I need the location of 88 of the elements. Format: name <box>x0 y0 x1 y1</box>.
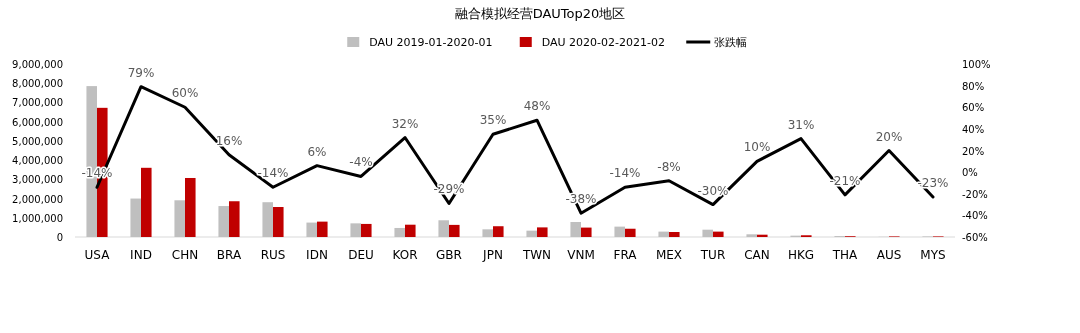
bar <box>394 227 405 237</box>
bar <box>614 226 625 237</box>
bar <box>658 231 669 237</box>
x-tick-label: FRA <box>613 248 638 262</box>
y-tick-label: 7,000,000 <box>12 97 63 109</box>
data-label: 16% <box>215 133 243 148</box>
data-label: -14% <box>609 166 641 181</box>
bar <box>669 232 680 237</box>
data-label: 32% <box>391 116 419 131</box>
data-label: 31% <box>787 117 815 132</box>
y2-tick-label: -40% <box>962 210 988 222</box>
x-tick-label: VNM <box>567 248 595 262</box>
y-tick-label: 3,000,000 <box>12 174 63 186</box>
x-tick-label: CAN <box>744 248 770 262</box>
y2-tick-label: 60% <box>962 102 985 114</box>
y-tick-label: 2,000,000 <box>12 193 63 205</box>
y2-tick-label: -60% <box>962 232 988 243</box>
bar <box>185 177 196 237</box>
bar <box>317 221 328 237</box>
bar <box>262 202 273 237</box>
bar <box>449 224 460 237</box>
bar <box>537 227 548 237</box>
bar <box>713 231 724 237</box>
bar <box>625 228 636 237</box>
y-tick-label: 9,000,000 <box>12 59 63 70</box>
bar <box>350 223 361 237</box>
x-tick-label: IND <box>130 248 152 262</box>
x-tick-label: HKG <box>787 248 815 262</box>
bar <box>438 220 449 237</box>
y-tick-label: 8,000,000 <box>12 78 63 90</box>
data-label: 6% <box>307 144 327 159</box>
bar <box>702 229 713 237</box>
bar <box>306 222 317 237</box>
x-tick-label: KOR <box>392 248 418 262</box>
y-tick-label: 0 <box>56 232 63 243</box>
legend-label: DAU 2019-01-2020-01 <box>369 36 493 49</box>
legend-label: 张跌幅 <box>714 36 748 49</box>
bar <box>526 230 537 237</box>
y2-tick-label: -20% <box>962 188 988 200</box>
bar <box>482 229 493 237</box>
x-tick-label: MYS <box>920 248 946 262</box>
data-label: 60% <box>171 86 199 101</box>
y-tick-label: 5,000,000 <box>12 135 63 147</box>
bar <box>130 198 141 237</box>
y-tick-label: 1,000,000 <box>12 212 63 224</box>
data-label: 10% <box>743 140 771 155</box>
bar <box>273 207 284 237</box>
x-tick-label: CHN <box>171 248 199 262</box>
chart-title: 融合模拟经营DAUTop20地区 <box>454 6 626 21</box>
data-label: 35% <box>479 113 507 128</box>
x-tick-label: BRA <box>216 248 242 262</box>
data-label: 20% <box>875 129 903 144</box>
y2-tick-label: 40% <box>962 123 985 135</box>
x-tick-label: TWN <box>521 248 552 262</box>
bar <box>570 222 581 237</box>
x-tick-label: AUS <box>876 248 902 262</box>
y2-tick-label: 20% <box>962 145 985 157</box>
data-label: -8% <box>657 159 681 174</box>
bar <box>141 167 152 237</box>
bar <box>361 223 372 237</box>
bar <box>757 234 768 237</box>
data-label: -14% <box>257 166 289 181</box>
x-tick-label: MEX <box>655 248 683 262</box>
x-tick-label: THA <box>831 248 859 262</box>
x-tick-label: RUS <box>260 248 286 262</box>
x-tick-label: DEU <box>348 248 374 262</box>
y2-tick-label: 80% <box>962 80 985 92</box>
data-label: -14% <box>81 166 113 181</box>
y2-tick-label: 0% <box>962 167 978 179</box>
data-label: -4% <box>349 155 373 170</box>
x-tick-label: USA <box>84 248 111 262</box>
bar <box>405 224 416 237</box>
y-tick-label: 6,000,000 <box>12 116 63 128</box>
bar <box>229 201 240 237</box>
data-label: 79% <box>127 65 155 80</box>
legend-label: DAU 2020-02-2021-02 <box>541 36 665 49</box>
x-tick-label: JPN <box>482 248 503 262</box>
data-label: 48% <box>523 99 551 114</box>
x-tick-label: TUR <box>699 248 726 262</box>
x-tick-label: GBR <box>436 248 462 262</box>
bar <box>174 200 185 237</box>
y-tick-label: 4,000,000 <box>12 155 63 167</box>
bar <box>493 226 504 237</box>
x-tick-label: IDN <box>306 248 328 262</box>
bar <box>746 234 757 237</box>
bar <box>218 206 229 237</box>
y2-tick-label: 100% <box>962 59 991 70</box>
bar <box>581 227 592 237</box>
